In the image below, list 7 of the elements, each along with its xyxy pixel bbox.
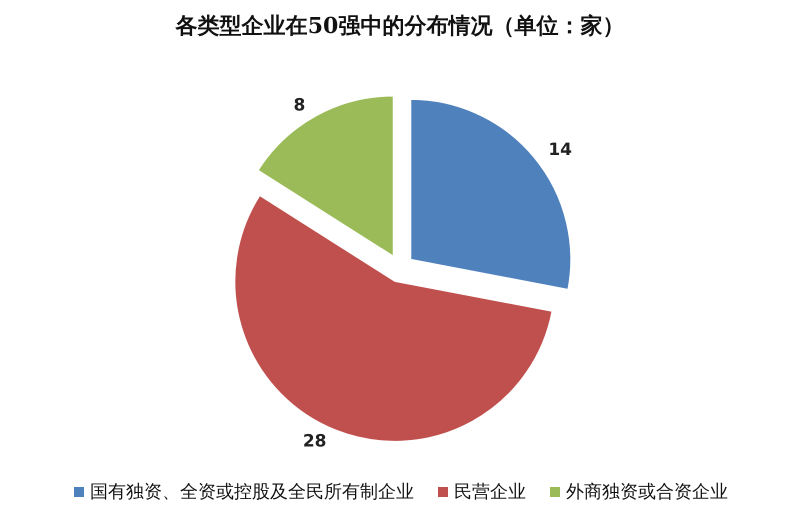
- chart-title: 各类型企业在50强中的分布情况（单位：家）: [174, 13, 624, 39]
- legend-label: 外商独资或合资企业: [566, 482, 728, 502]
- legend-label: 国有独资、全资或控股及全民所有制企业: [90, 482, 414, 502]
- data-label: 28: [302, 431, 327, 452]
- data-label: 8: [294, 95, 306, 116]
- legend-label: 民营企业: [454, 482, 526, 502]
- data-label: 14: [548, 140, 572, 160]
